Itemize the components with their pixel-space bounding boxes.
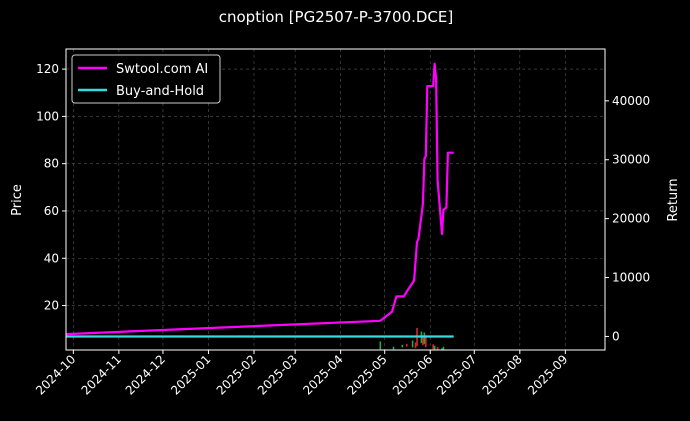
y-tick-label: 40 [44, 251, 59, 265]
y2-axis-label: Return [666, 178, 681, 221]
price-candle [436, 347, 439, 350]
price-candle [405, 343, 408, 347]
y-tick-label: 120 [36, 62, 59, 76]
y2-tick-label: 30000 [612, 153, 650, 167]
price-candle [432, 344, 434, 350]
y-axis-label: Price [10, 184, 25, 216]
series-lines [65, 62, 454, 338]
price-candle [414, 342, 417, 349]
legend: Swtool.com AI Buy-and-Hold [71, 54, 221, 104]
legend-box [71, 54, 221, 104]
price-candle [441, 348, 443, 350]
y-tick-label: 60 [44, 204, 59, 218]
price-candle [422, 336, 424, 346]
price-candle [379, 341, 382, 350]
legend-label-swtool: Swtool.com AI [116, 62, 208, 77]
price-candle [411, 340, 414, 348]
y-tick-label: 20 [44, 299, 59, 313]
plot-area-frame [65, 48, 606, 351]
price-candle [442, 346, 445, 350]
y2-tick-label: 0 [612, 329, 620, 343]
price-candle [401, 344, 404, 348]
series-line-0 [65, 62, 454, 336]
y2-tick-label: 20000 [612, 212, 650, 226]
legend-label-buy-and-hold: Buy-and-Hold [116, 84, 204, 99]
y-tick-label: 100 [36, 109, 59, 123]
price-candle [433, 345, 436, 350]
price-candle [392, 346, 395, 350]
y2-tick-label: 40000 [612, 94, 650, 108]
y-tick-label: 80 [44, 157, 59, 171]
price-candle [425, 335, 427, 348]
chart-title: cnoption [PG2507-P-3700.DCE] [219, 8, 454, 26]
y2-tick-label: 10000 [612, 271, 650, 285]
price-candle [423, 332, 426, 344]
